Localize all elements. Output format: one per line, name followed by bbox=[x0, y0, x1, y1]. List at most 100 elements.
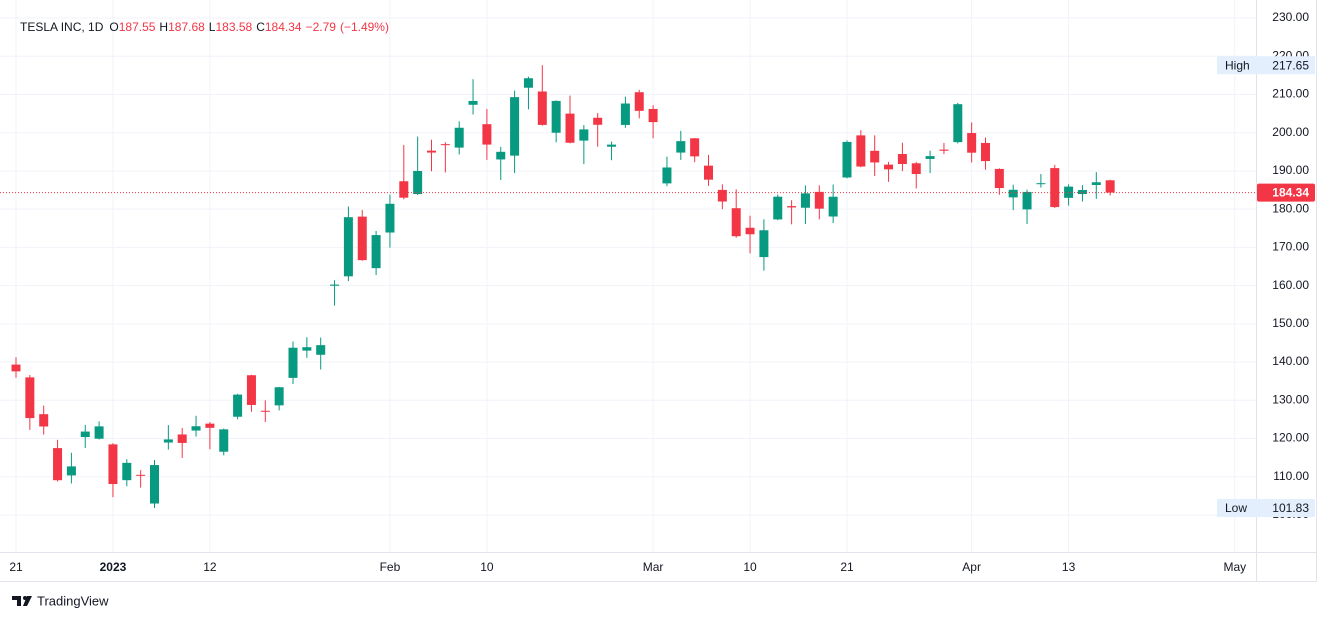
ohlc-value: 187.55 bbox=[119, 20, 156, 34]
x-tick-label: Feb bbox=[380, 560, 401, 574]
candle-body bbox=[177, 434, 187, 443]
candle-body bbox=[911, 163, 921, 175]
x-tick-label: Mar bbox=[643, 560, 664, 574]
x-tick-label: 13 bbox=[1062, 560, 1076, 574]
candle-body bbox=[440, 144, 450, 146]
candle-body bbox=[302, 347, 312, 351]
candle-body bbox=[357, 216, 367, 261]
candle-body bbox=[274, 387, 284, 406]
brand-name: TradingView bbox=[37, 593, 109, 608]
y-tick-label: 170.00 bbox=[1272, 240, 1309, 254]
high-box bbox=[1217, 56, 1315, 75]
symbol: TESLA INC, 1D bbox=[20, 20, 104, 34]
high-caption: High bbox=[1225, 58, 1250, 72]
candle-body bbox=[800, 193, 810, 208]
candle-body bbox=[745, 227, 755, 235]
last-price-label: 184.34 bbox=[1272, 186, 1309, 200]
candle-body bbox=[1105, 180, 1115, 193]
ohlc-label: C bbox=[256, 20, 265, 34]
candle-body bbox=[122, 462, 132, 481]
candle-body bbox=[53, 448, 63, 481]
candle-body bbox=[163, 439, 173, 443]
change-percent: (−1.49%) bbox=[340, 20, 389, 34]
logo-mark bbox=[23, 596, 32, 606]
y-tick-label: 210.00 bbox=[1272, 87, 1309, 101]
candle-body bbox=[496, 151, 506, 160]
candle-body bbox=[94, 426, 104, 439]
y-tick-label: 130.00 bbox=[1272, 392, 1309, 406]
change: −2.79 bbox=[306, 20, 337, 34]
ohlc-value: 183.58 bbox=[215, 20, 252, 34]
candle-body bbox=[108, 444, 118, 485]
candle-body bbox=[856, 135, 866, 167]
candle-body bbox=[371, 235, 381, 269]
candle-body bbox=[219, 429, 229, 452]
ohlc-label: L bbox=[209, 20, 216, 34]
candle-body bbox=[66, 466, 76, 476]
candle-body bbox=[676, 141, 686, 153]
candle-body bbox=[136, 474, 146, 476]
candle-body bbox=[939, 149, 949, 151]
axes: 100.00110.00120.00130.00140.00150.00160.… bbox=[0, 0, 1317, 582]
candle-body bbox=[454, 127, 464, 148]
y-tick-label: 150.00 bbox=[1272, 316, 1309, 330]
candle-body bbox=[773, 196, 783, 220]
candle-body bbox=[662, 167, 672, 184]
y-tick-label: 230.00 bbox=[1272, 10, 1309, 24]
candle-body bbox=[260, 410, 270, 412]
y-tick-label: 190.00 bbox=[1272, 163, 1309, 177]
candle-body bbox=[246, 375, 256, 405]
candle-body bbox=[787, 206, 797, 208]
candle-body bbox=[343, 217, 353, 277]
candle-body bbox=[842, 141, 852, 178]
candle-body bbox=[1008, 189, 1018, 198]
candle-body bbox=[897, 154, 907, 165]
low-box bbox=[1217, 498, 1315, 517]
ohlc-label: O bbox=[109, 20, 118, 34]
candle-body bbox=[39, 414, 49, 427]
candle-body bbox=[205, 423, 215, 428]
candle-body bbox=[482, 124, 492, 145]
candle-body bbox=[316, 345, 326, 355]
candle-body bbox=[80, 431, 90, 438]
last-price-tag bbox=[1257, 183, 1315, 202]
ohlc-value: 187.68 bbox=[168, 20, 205, 34]
x-tick-label: 12 bbox=[203, 560, 217, 574]
y-tick-label: 110.00 bbox=[1273, 469, 1309, 483]
candle-body bbox=[731, 208, 741, 237]
candle-body bbox=[385, 203, 395, 233]
ohlc-value: 184.34 bbox=[265, 20, 302, 34]
candle-body bbox=[1022, 191, 1032, 210]
candle-body bbox=[330, 284, 340, 286]
candle-body bbox=[537, 91, 547, 125]
x-tick-label: 10 bbox=[743, 560, 757, 574]
candle-body bbox=[925, 156, 935, 159]
candle-body bbox=[288, 347, 298, 378]
candle-body bbox=[150, 465, 159, 504]
candle-body bbox=[510, 97, 520, 156]
ohlc-label: H bbox=[159, 20, 168, 34]
candle-body bbox=[25, 377, 35, 419]
y-tick-label: 140.00 bbox=[1272, 354, 1309, 368]
candle-body bbox=[427, 150, 436, 153]
candle-body bbox=[579, 129, 589, 141]
candle-body bbox=[191, 426, 201, 431]
candle-body bbox=[413, 171, 423, 195]
candle-body bbox=[648, 108, 658, 123]
candle-body bbox=[870, 150, 880, 163]
logo-mark bbox=[12, 596, 21, 606]
candle-body bbox=[884, 164, 894, 170]
x-tick-label: 21 bbox=[9, 560, 23, 574]
high-value: 217.65 bbox=[1272, 58, 1309, 72]
candle-body bbox=[1091, 182, 1101, 185]
candle-body bbox=[759, 230, 769, 258]
candle-body bbox=[565, 113, 575, 143]
x-tick-label: 21 bbox=[840, 560, 854, 574]
candle-body bbox=[634, 92, 644, 111]
candle-body bbox=[704, 165, 713, 180]
candle-body bbox=[607, 144, 617, 147]
candle-body bbox=[994, 168, 1004, 189]
y-tick-label: 200.00 bbox=[1272, 125, 1309, 139]
x-tick-label: May bbox=[1223, 560, 1246, 574]
